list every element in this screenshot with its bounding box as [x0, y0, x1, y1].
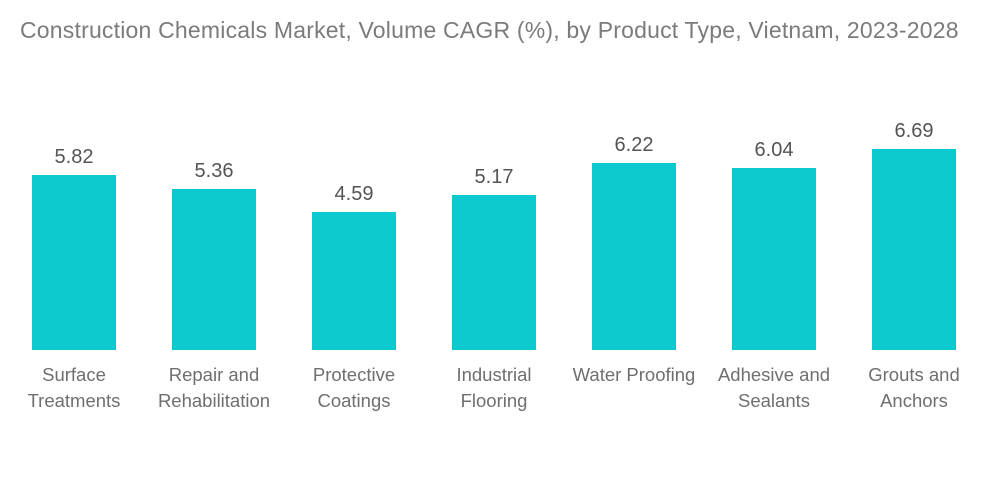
bar-group: 4.59 Protective Coatings	[284, 115, 424, 414]
bar-category-label: Industrial Flooring	[456, 364, 532, 411]
bar-area: 6.04	[704, 115, 844, 350]
chart-title: Construction Chemicals Market, Volume CA…	[20, 17, 959, 43]
bar	[592, 163, 676, 350]
bar-group: 5.36 Repair and Rehabilitation	[144, 115, 284, 414]
bar-value-label: 6.69	[894, 120, 934, 142]
bar-value-label: 6.04	[754, 139, 794, 161]
bar	[312, 212, 396, 350]
bar-group: 6.22 Water Proofing	[564, 115, 704, 414]
bar-group: 5.82 Surface Treatments	[4, 115, 144, 414]
bar-group: 6.69 Grouts and Anchors	[844, 115, 984, 414]
bar-plot: 5.82 Surface Treatments 5.36 Repair and …	[4, 115, 984, 414]
bar-area: 6.69	[844, 115, 984, 350]
bar-category-label: Repair and Rehabilitation	[157, 364, 271, 411]
bar-area: 4.59	[284, 115, 424, 350]
bar	[452, 195, 536, 350]
bar-category-label: Grouts and Anchors	[868, 364, 960, 411]
bar-group: 5.17 Industrial Flooring	[424, 115, 564, 414]
bar-value-label: 5.36	[194, 160, 234, 182]
bar	[732, 168, 816, 350]
bar-category-label: Surface Treatments	[27, 364, 121, 411]
bar-group: 6.04 Adhesive and Sealants	[704, 115, 844, 414]
bar-category-label: Protective Coatings	[312, 364, 396, 411]
bar-area: 5.82	[4, 115, 144, 350]
bar-value-label: 5.82	[54, 146, 94, 168]
bar	[32, 175, 116, 350]
bar-value-label: 5.17	[474, 166, 514, 188]
bar-area: 5.17	[424, 115, 564, 350]
bar	[872, 149, 956, 350]
bar-area: 5.36	[144, 115, 284, 350]
bar-category-label: Adhesive and Sealants	[717, 364, 831, 411]
bar	[172, 189, 256, 350]
bar-value-label: 6.22	[614, 134, 654, 156]
bar-category-label: Water Proofing	[572, 364, 696, 385]
bar-value-label: 4.59	[334, 183, 374, 205]
bar-area: 6.22	[564, 115, 704, 350]
